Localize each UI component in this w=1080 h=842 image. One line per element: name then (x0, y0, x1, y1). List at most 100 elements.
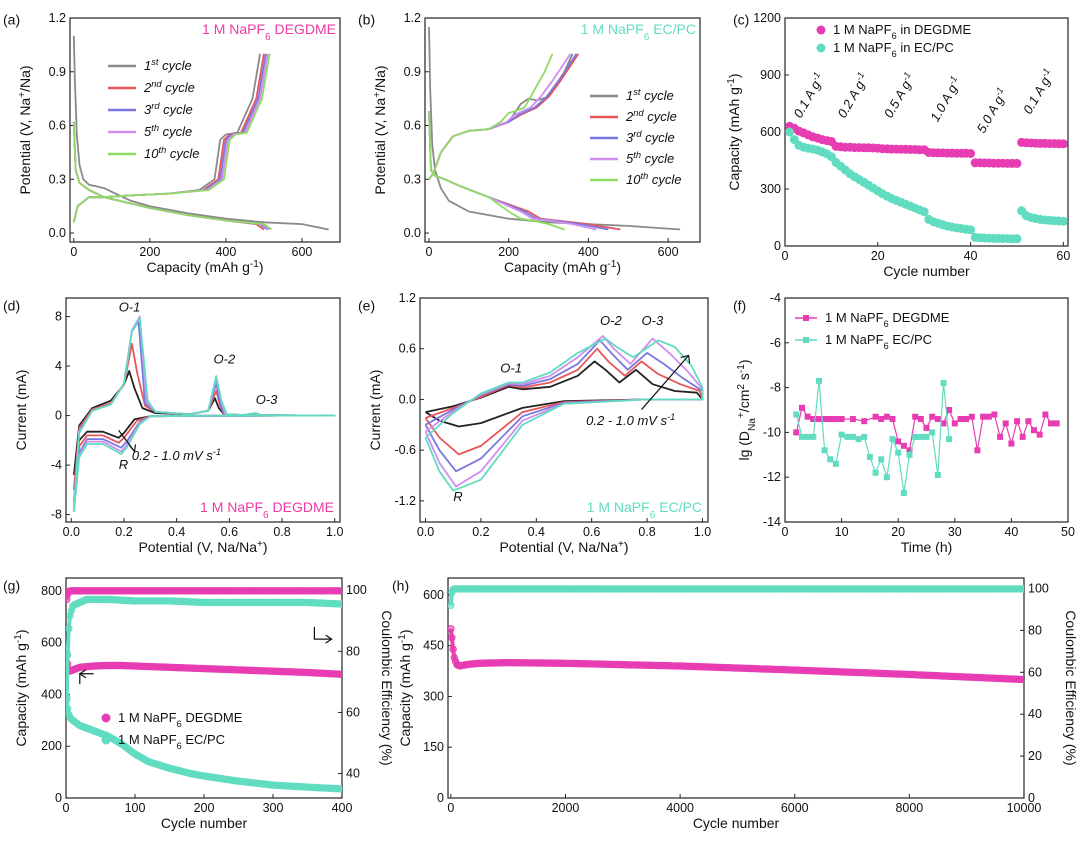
data-point (866, 454, 873, 460)
data-point (991, 411, 998, 418)
data-point (1031, 427, 1037, 434)
x-tick-label: 100 (125, 801, 146, 815)
series-g-2 (66, 587, 342, 604)
data-point (940, 420, 947, 427)
y2-axis-label: Coulombic Efficiency (%) (1063, 610, 1079, 765)
panel-label-e: (e) (358, 297, 375, 313)
data-point (923, 424, 930, 431)
data-point (900, 442, 907, 449)
panel-label-f: (f) (733, 297, 746, 313)
data-point (821, 447, 828, 454)
legend-item-f-1: 1 M NaPF6 EC/PC (795, 332, 932, 351)
panel-b: (b) 0 200 400 600 0.0 0.3 0.6 0.9 1.2 Capacity (mA… (358, 11, 701, 275)
data-point (849, 416, 856, 422)
plot-area-c (785, 121, 1068, 244)
data-point (940, 380, 947, 387)
data-point (963, 416, 970, 422)
y-axis-label: Current (mA) (13, 370, 29, 451)
y-tick-label: 400 (41, 687, 62, 701)
data-point (827, 416, 834, 422)
data-point (838, 416, 845, 422)
data-point (906, 451, 913, 458)
series-line (72, 35, 329, 231)
legend-item-b-1: 2nd cycle (590, 108, 677, 124)
legend-item-c-0: 1 M NaPF6 in DEGDME (816, 22, 971, 41)
legend-label: 1 M NaPF6 EC/PC (118, 732, 225, 751)
series-line (72, 121, 273, 231)
legend-label: 2nd cycle (143, 79, 195, 95)
legend-label: 1 M NaPF6 in DEGDME (833, 22, 971, 41)
legend-marker (101, 713, 111, 723)
series-line (424, 335, 704, 488)
data-point (889, 436, 896, 443)
x-tick-label: 200 (139, 245, 160, 259)
y-tick-label: 200 (41, 739, 62, 753)
legend-item-g-1: 1 M NaPF6 EC/PC (101, 732, 225, 751)
data-point (1025, 418, 1032, 425)
rate-label: 0.1 A g-1 (1019, 66, 1057, 116)
annotation-e-1: O-2 (600, 313, 622, 328)
x-tick-label: 6000 (781, 801, 809, 815)
annotation-d-3: R (119, 457, 128, 472)
y-tick-label: 0 (774, 239, 781, 253)
panel-label-h: (h) (392, 577, 409, 593)
peak-label: 0.2 - 1.0 mV s-1 (132, 447, 221, 463)
data-point (1048, 420, 1054, 427)
x-tick-label: 0.6 (221, 525, 238, 539)
data-point (1036, 431, 1043, 438)
y-tick-label: 1.2 (404, 11, 421, 25)
plot-frame (65, 297, 341, 523)
peak-label: O-2 (600, 313, 622, 328)
data-point (448, 601, 455, 609)
arrow-head (325, 634, 333, 644)
y-tick-label: 800 (41, 584, 62, 598)
data-point (895, 438, 902, 445)
x-tick-label: 400 (215, 245, 236, 259)
x-axis-label: Capacity (mAh g-1) (146, 259, 263, 276)
y-tick-label: 150 (423, 740, 444, 754)
data-point (912, 413, 919, 420)
x-axis-label: Potential (V, Na/Na+) (138, 539, 267, 556)
data-point (816, 416, 822, 422)
data-point (855, 436, 862, 443)
annotation-c-5: 0.1 A g-1 (1019, 66, 1057, 116)
legend-marker (101, 735, 111, 745)
y2-tick-label: 80 (346, 644, 360, 658)
data-point (827, 456, 834, 463)
y-tick-label: -4 (770, 291, 781, 305)
x-tick-label: 0 (70, 245, 77, 259)
data-point (946, 436, 953, 443)
data-point (919, 207, 929, 217)
annotation-c-1: 0.2 A g-1 (834, 70, 872, 120)
legend-label: 10th cycle (626, 171, 682, 187)
series-h-0 (448, 625, 1024, 684)
x-tick-label: 300 (263, 801, 284, 815)
data-point (883, 474, 890, 481)
legend-label: 2nd cycle (625, 108, 677, 124)
x-tick-label: 0.0 (63, 525, 80, 539)
data-point (900, 489, 907, 496)
data-point (917, 433, 924, 440)
arrow-head (680, 354, 691, 364)
panel-title: 1 M NaPF6 EC/PC (587, 499, 702, 521)
series-g-1 (66, 695, 342, 793)
panel-label-b: (b) (358, 11, 375, 27)
data-point (66, 704, 72, 713)
data-point (957, 416, 964, 422)
y-tick-label: -8 (770, 381, 781, 395)
data-point (799, 404, 805, 411)
y-tick-label: 0.0 (404, 226, 421, 240)
panel-label-g: (g) (3, 577, 20, 593)
panel-title: 1 M NaPF6 DEGDME (200, 499, 334, 521)
legend-item-b-2: 3rd cycle (590, 129, 675, 145)
data-point (1012, 158, 1022, 168)
y2-tick-label: 40 (346, 767, 360, 781)
data-point (974, 447, 981, 454)
rate-label: 0.2 A g-1 (834, 70, 872, 120)
series-line (428, 111, 597, 231)
legend-label: 1 M NaPF6 DEGDME (825, 310, 950, 329)
data-point (1042, 411, 1049, 418)
series-h-1 (448, 585, 1024, 609)
x-axis-label: Cycle number (693, 815, 780, 831)
series-line (428, 111, 565, 231)
